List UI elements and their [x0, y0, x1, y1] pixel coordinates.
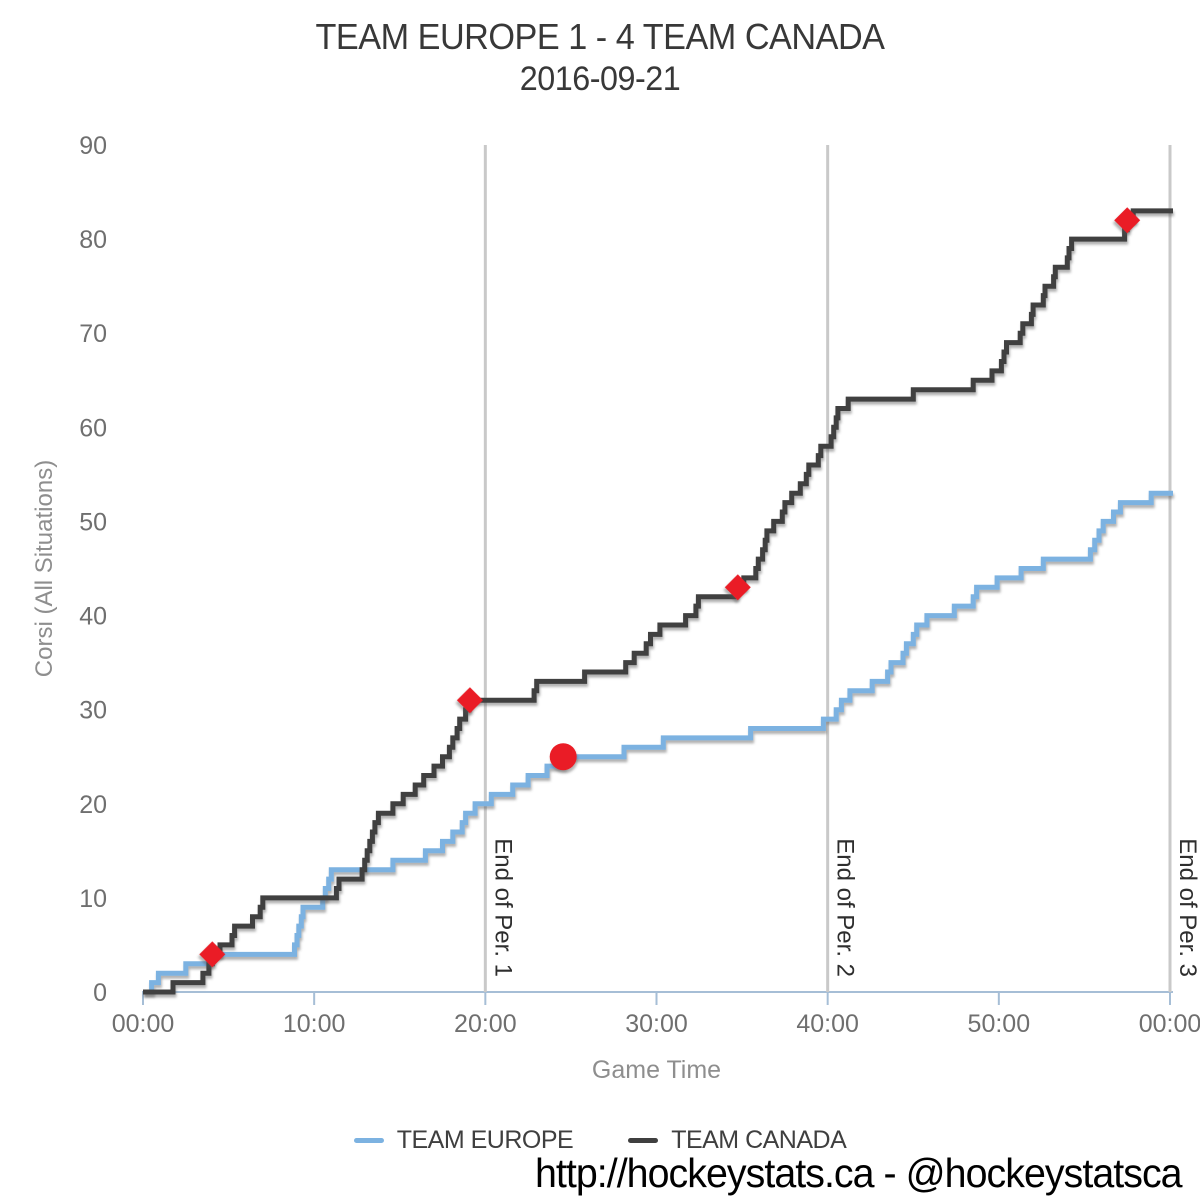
legend-item: TEAM CANADA: [628, 1125, 847, 1155]
y-tick-label: 0: [93, 979, 107, 1007]
y-tick-label: 10: [79, 885, 107, 913]
legend-swatch-icon: [353, 1137, 384, 1143]
period-end-label: End of Per. 1: [489, 838, 516, 977]
team-canada-line: [143, 208, 1173, 995]
period-end-label: End of Per. 3: [1174, 838, 1200, 977]
y-tick-label: 80: [79, 226, 107, 254]
y-tick-label: 90: [79, 132, 107, 160]
legend-item: TEAM EUROPE: [353, 1125, 574, 1155]
x-tick-label: 40:00: [796, 1010, 859, 1038]
x-tick-label: 20:00: [454, 1010, 517, 1038]
x-tick-label: 10:00: [283, 1010, 346, 1038]
x-tick-label: 00:00: [1139, 1010, 1200, 1038]
team-europe-line: [143, 490, 1173, 995]
footer-credit: http://hockeystats.ca - @hockeystatsca: [535, 1150, 1183, 1196]
y-axis-title: Corsi (All Situations): [31, 460, 58, 677]
page-date: 2016-09-21: [519, 60, 681, 98]
goal-marker-canada-diamond: [724, 574, 751, 601]
chart-legend: TEAM EUROPE TEAM CANADA: [0, 1122, 1200, 1158]
y-tick-label: 20: [79, 791, 107, 819]
y-tick-label: 40: [79, 603, 107, 631]
x-tick-label: 00:00: [112, 1010, 175, 1038]
legend-swatch-icon: [628, 1137, 659, 1143]
y-tick-label: 50: [79, 508, 107, 536]
y-tick-label: 60: [79, 414, 107, 442]
legend-label: TEAM EUROPE: [396, 1125, 574, 1154]
goal-marker-europe-circle: [549, 743, 577, 771]
goal-marker-canada-diamond: [456, 687, 483, 714]
x-axis-title: Game Time: [592, 1056, 721, 1084]
corsi-step-chart: 00:00 10:00 20:00 30:00 40:00 50:00 00:0001020…: [31, 132, 1200, 1084]
page-title: TEAM EUROPE 1 - 4 TEAM CANADA: [315, 16, 885, 57]
y-tick-label: 30: [79, 697, 107, 725]
x-tick-label: 30:00: [625, 1010, 688, 1038]
period-end-label: End of Per. 2: [832, 838, 859, 977]
x-tick-label: 50:00: [968, 1010, 1031, 1038]
y-tick-label: 70: [79, 320, 107, 348]
legend-label: TEAM CANADA: [671, 1125, 847, 1154]
